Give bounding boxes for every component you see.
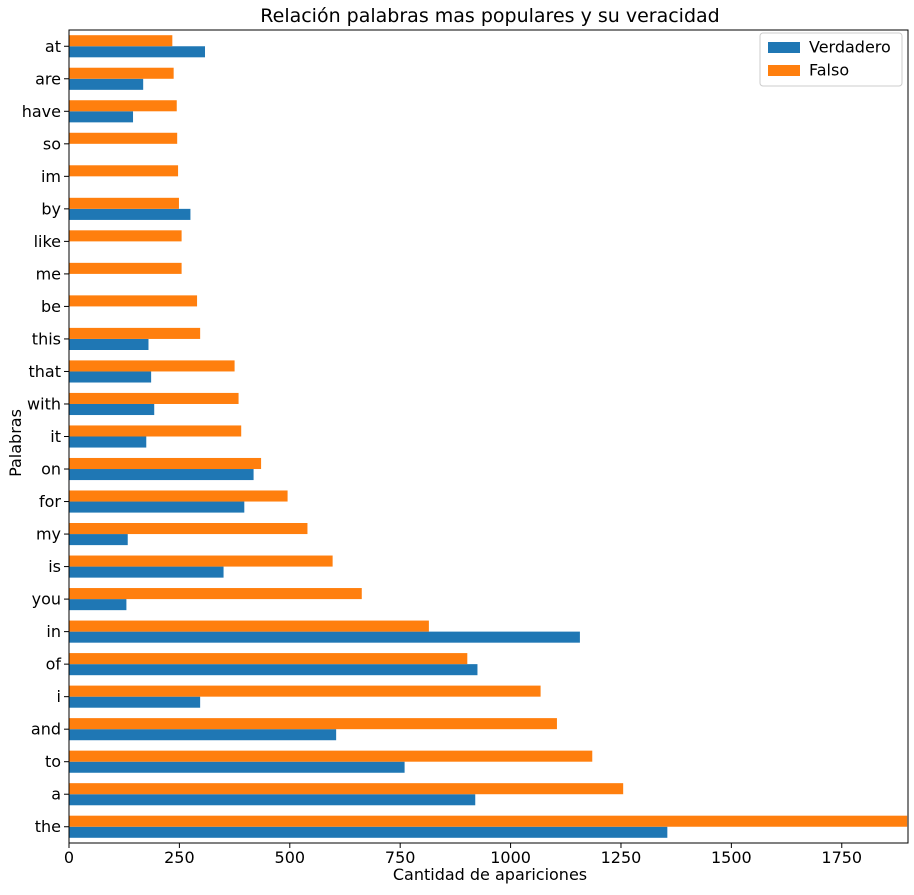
bar-falso-this bbox=[69, 327, 201, 339]
y-tick-label: for bbox=[39, 492, 61, 511]
x-tick-label: 1750 bbox=[821, 848, 862, 867]
y-tick-label: by bbox=[41, 199, 61, 218]
legend: Verdadero Falso bbox=[759, 32, 903, 87]
y-tick-label: like bbox=[34, 232, 61, 251]
bar-verdadero-is bbox=[69, 566, 224, 578]
bar-falso-a bbox=[69, 783, 624, 795]
y-tick-label: this bbox=[32, 329, 61, 348]
y-tick-label: and bbox=[31, 720, 61, 739]
bar-verdadero-it bbox=[69, 436, 147, 448]
bar-falso-the bbox=[69, 815, 908, 827]
chart-title: Relación palabras mas populares y su ver… bbox=[260, 5, 719, 27]
bar-verdadero-that bbox=[69, 371, 152, 383]
bar-verdadero-for bbox=[69, 501, 245, 513]
y-tick-label: so bbox=[43, 134, 61, 153]
plot-area bbox=[68, 29, 909, 844]
y-tick-label: my bbox=[36, 525, 61, 544]
x-tick-label: 0 bbox=[64, 848, 74, 867]
bar-verdadero-in bbox=[69, 631, 580, 643]
y-tick-label: it bbox=[50, 427, 61, 446]
bar-falso-me bbox=[69, 262, 182, 274]
y-tick-label: at bbox=[45, 37, 61, 56]
y-tick-label: is bbox=[48, 557, 61, 576]
bar-verdadero-to bbox=[69, 761, 405, 773]
bar-falso-is bbox=[69, 555, 333, 567]
y-tick-label: be bbox=[41, 297, 61, 316]
x-tick-label: 750 bbox=[385, 848, 416, 867]
bar-verdadero-on bbox=[69, 469, 254, 481]
y-tick-label: i bbox=[57, 687, 61, 706]
bar-falso-so bbox=[69, 132, 178, 144]
y-tick-label: with bbox=[27, 394, 61, 413]
x-axis-label: Cantidad de apariciones bbox=[393, 865, 587, 884]
bar-falso-on bbox=[69, 457, 262, 470]
bar-falso-you bbox=[69, 588, 362, 600]
bar-verdadero-are bbox=[69, 78, 144, 90]
bar-verdadero-my bbox=[69, 534, 128, 546]
bar-verdadero-the bbox=[69, 826, 668, 838]
legend-label: Falso bbox=[809, 61, 849, 80]
bar-falso-of bbox=[69, 653, 468, 665]
bar-falso-like bbox=[69, 230, 182, 242]
bar-verdadero-of bbox=[69, 664, 478, 676]
y-tick-label: me bbox=[36, 264, 61, 283]
bar-falso-it bbox=[69, 425, 242, 437]
bar-verdadero-at bbox=[69, 46, 206, 58]
y-tick-label: of bbox=[46, 655, 62, 674]
y-axis: the a to and i of in you is my for on it with that this… bbox=[22, 37, 69, 836]
bar-verdadero-with bbox=[69, 403, 155, 416]
bar-falso-with bbox=[69, 392, 239, 404]
bar-falso-have bbox=[69, 100, 177, 112]
bar-verdadero-this bbox=[69, 338, 149, 350]
y-axis-label: Palabras bbox=[6, 409, 25, 477]
bar-verdadero-by bbox=[69, 208, 191, 220]
bar-falso-at bbox=[69, 35, 173, 47]
x-tick-label: 500 bbox=[275, 848, 306, 867]
bar-falso-my bbox=[69, 523, 308, 535]
x-tick-label: 1500 bbox=[711, 848, 752, 867]
bar-falso-to bbox=[69, 750, 593, 762]
x-axis: 0 250 500 750 1000 1250 1500 1750 bbox=[64, 843, 862, 867]
bar-falso-in bbox=[69, 620, 429, 632]
legend-swatch bbox=[768, 65, 800, 76]
bar-falso-that bbox=[69, 360, 235, 372]
y-tick-label: are bbox=[35, 69, 61, 88]
bar-falso-and bbox=[69, 718, 557, 730]
y-tick-label: in bbox=[46, 622, 61, 641]
y-tick-label: on bbox=[41, 460, 61, 479]
x-tick-label: 1250 bbox=[601, 848, 642, 867]
legend-label: Verdadero bbox=[809, 38, 891, 57]
y-tick-label: you bbox=[32, 590, 61, 609]
bar-falso-by bbox=[69, 197, 179, 209]
bar-falso-i bbox=[69, 685, 541, 697]
x-tick-label: 250 bbox=[164, 848, 195, 867]
x-tick-label: 1000 bbox=[490, 848, 531, 867]
y-tick-label: the bbox=[35, 817, 61, 836]
legend-swatch bbox=[768, 42, 800, 53]
bar-falso-be bbox=[69, 295, 198, 307]
y-tick-label: have bbox=[22, 102, 61, 121]
bar-verdadero-i bbox=[69, 696, 201, 708]
y-tick-label: that bbox=[29, 362, 62, 381]
y-tick-label: a bbox=[51, 785, 61, 804]
bar-falso-are bbox=[69, 67, 174, 79]
bar-verdadero-a bbox=[69, 794, 476, 806]
y-tick-label: im bbox=[41, 167, 61, 186]
bar-verdadero-you bbox=[69, 599, 127, 611]
bar-falso-for bbox=[69, 490, 288, 502]
bar-verdadero-have bbox=[69, 111, 134, 123]
y-tick-label: to bbox=[45, 752, 61, 771]
bar-verdadero-and bbox=[69, 729, 337, 741]
bar-falso-im bbox=[69, 165, 179, 177]
